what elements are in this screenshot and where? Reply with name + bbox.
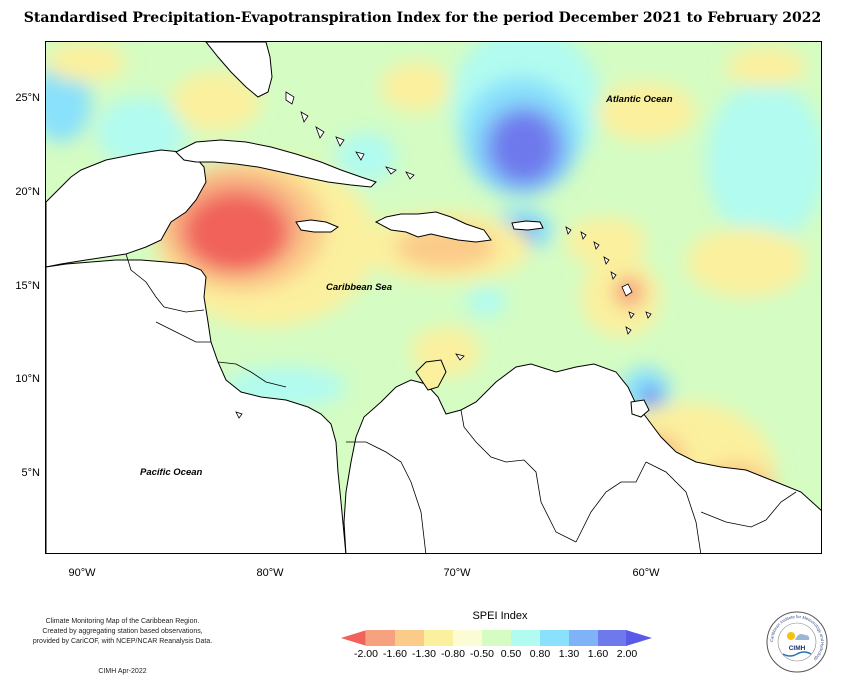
lon-label-70w: 70°W (443, 567, 471, 579)
legend-title: SPEI Index (472, 610, 528, 622)
legend-swatch (453, 630, 482, 646)
lat-label-25n: 25°N (15, 92, 40, 104)
pacific-ocean-label: Pacific Ocean (140, 467, 203, 478)
legend-tick: -1.30 (412, 648, 436, 660)
credit-date: CIMH Apr-2022 (98, 668, 147, 675)
land-hispaniola (374, 211, 492, 243)
spei-map (45, 41, 822, 554)
lat-label-15n: 15°N (15, 280, 40, 292)
credit-line: Created by aggregating station based obs… (42, 628, 203, 635)
land-puerto-rico (511, 220, 544, 231)
land-florida (205, 42, 273, 98)
legend-swatch (395, 630, 424, 646)
legend-tick: -2.00 (354, 648, 378, 660)
credit-line: Climate Monitoring Map of the Caribbean … (45, 618, 200, 625)
legend-tick: 1.30 (558, 648, 580, 660)
credit-line: provided by CariCOF, with NCEP/NCAR Rean… (32, 638, 213, 645)
map-title: Standardised Precipitation-Evapotranspir… (23, 10, 822, 26)
legend-swatch (540, 630, 569, 646)
land-masses (46, 42, 821, 553)
lon-label-80w: 80°W (256, 567, 284, 579)
lon-label-90w: 90°W (68, 567, 96, 579)
lat-label-10n: 10°N (15, 373, 40, 385)
legend-swatch (366, 630, 395, 646)
small-islands (235, 91, 652, 419)
legend-swatch (511, 630, 540, 646)
land-cuba (175, 139, 377, 188)
land-mexico (46, 149, 207, 268)
country-borders (125, 253, 797, 553)
legend-swatch (569, 630, 598, 646)
spei-map-canvas (46, 42, 821, 553)
legend-tick: 2.00 (616, 648, 638, 660)
land-south-america (343, 363, 821, 553)
sun-icon (787, 632, 795, 640)
legend-swatch (340, 630, 367, 646)
land-trinidad (630, 399, 650, 418)
legend-ticks: -2.00 -1.60 -1.30 -0.80 -0.50 0.50 0.80 … (0, 648, 845, 662)
legend-swatch (424, 630, 453, 646)
caribbean-sea-label: Caribbean Sea (326, 282, 392, 293)
legend-swatch (598, 630, 626, 646)
land-central-america (46, 259, 347, 553)
legend-colorbar (340, 630, 652, 646)
cloud-icon (795, 634, 810, 640)
legend-tick: -0.50 (470, 648, 494, 660)
legend-tick: -1.60 (383, 648, 407, 660)
lon-label-60w: 60°W (632, 567, 660, 579)
lat-label-5n: 5°N (21, 467, 40, 479)
legend-swatch (626, 630, 652, 646)
lat-label-20n: 20°N (15, 186, 40, 198)
logo-text: CIMH (789, 645, 806, 652)
map-credits: Climate Monitoring Map of the Caribbean … (0, 617, 245, 647)
legend-tick: 0.80 (529, 648, 551, 660)
land-maracaibo (415, 359, 447, 391)
land-jamaica (295, 219, 340, 233)
wave-icon (782, 651, 812, 657)
legend-swatch (482, 630, 511, 646)
cimh-logo: Caribbean Institute for Meteorology and … (766, 611, 828, 673)
legend-tick: -0.80 (441, 648, 465, 660)
atlantic-ocean-label: Atlantic Ocean (606, 94, 673, 105)
legend-tick: 0.50 (500, 648, 522, 660)
legend-tick: 1.60 (587, 648, 609, 660)
